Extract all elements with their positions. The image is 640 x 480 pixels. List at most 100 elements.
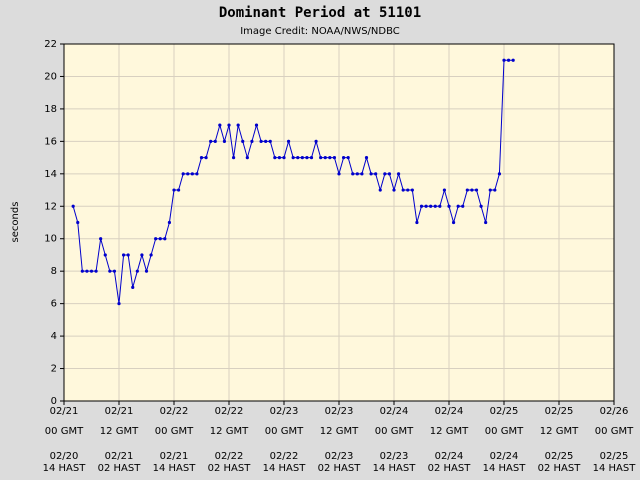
x-tick-label: 00 GMT	[485, 426, 524, 437]
x-tick-label: 12 GMT	[100, 426, 139, 437]
data-point	[89, 269, 94, 273]
x-tick-label: 02/21	[160, 451, 189, 462]
data-point	[355, 172, 359, 176]
y-axis-label: seconds	[10, 202, 21, 243]
y-tick-label: 4	[51, 331, 57, 342]
y-tick-label: 8	[51, 266, 57, 277]
data-point	[351, 172, 355, 176]
data-point	[410, 188, 414, 192]
x-tick-label: 00 GMT	[375, 426, 414, 437]
data-point	[213, 139, 217, 143]
data-point	[323, 155, 327, 160]
data-point	[433, 204, 437, 208]
data-point	[364, 155, 369, 160]
data-point	[236, 123, 240, 127]
x-tick-label: 02/24	[435, 451, 464, 462]
x-tick-label: 12 GMT	[210, 426, 249, 437]
data-point	[131, 285, 135, 290]
y-tick-label: 0	[51, 396, 57, 407]
data-point	[286, 139, 291, 143]
data-point	[392, 188, 396, 192]
data-point	[94, 269, 98, 273]
data-point	[461, 204, 465, 208]
data-point	[227, 123, 231, 127]
data-point	[332, 155, 337, 160]
y-tick-label: 20	[44, 71, 57, 82]
x-tick-label: 14 HAST	[483, 463, 527, 474]
data-point	[497, 172, 502, 176]
y-tick-label: 6	[51, 299, 57, 310]
y-tick-label: 10	[44, 234, 57, 245]
data-point	[314, 139, 318, 143]
x-tick-label: 02 HAST	[318, 463, 362, 474]
data-point	[121, 253, 126, 257]
data-point	[415, 220, 419, 225]
data-point	[470, 188, 474, 192]
data-point	[108, 269, 112, 273]
x-tick-label: 00 GMT	[155, 426, 194, 437]
data-point	[126, 253, 130, 257]
data-point	[474, 188, 479, 192]
data-point	[80, 269, 84, 273]
data-point	[140, 253, 144, 257]
x-tick-label: 02 HAST	[428, 463, 472, 474]
x-tick-label: 02/23	[325, 451, 354, 462]
data-point	[172, 188, 176, 192]
x-tick-label: 02/25	[490, 406, 519, 417]
data-point	[429, 204, 433, 208]
y-tick-label: 16	[44, 136, 57, 147]
data-point	[195, 172, 199, 176]
data-point	[204, 155, 208, 160]
data-point	[250, 139, 254, 143]
data-point	[199, 155, 204, 160]
data-point	[465, 188, 469, 192]
data-point	[383, 172, 387, 176]
x-tick-label: 02/25	[600, 451, 629, 462]
data-point	[209, 139, 213, 143]
data-point	[241, 139, 245, 143]
data-point	[305, 155, 309, 160]
data-point	[451, 220, 456, 225]
x-tick-label: 02/24	[490, 451, 519, 462]
data-point	[154, 237, 158, 241]
data-point	[268, 139, 272, 143]
x-tick-label: 12 GMT	[430, 426, 469, 437]
data-point	[222, 139, 227, 143]
x-tick-label: 02/23	[270, 406, 299, 417]
data-point	[387, 172, 392, 176]
data-point	[117, 302, 121, 306]
x-tick-label: 02/26	[600, 406, 629, 417]
data-point	[506, 58, 511, 62]
data-point	[479, 204, 483, 208]
x-tick-label: 02 HAST	[98, 463, 142, 474]
x-tick-label: 02/22	[215, 406, 244, 417]
x-tick-label: 02/21	[105, 406, 134, 417]
data-point	[442, 188, 447, 192]
data-point	[245, 155, 249, 160]
data-point	[176, 188, 181, 192]
data-point	[328, 155, 332, 160]
data-point	[259, 139, 263, 143]
data-point	[447, 204, 451, 208]
data-point	[424, 204, 428, 208]
data-point	[282, 155, 286, 160]
x-tick-label: 14 HAST	[153, 463, 197, 474]
data-point	[300, 155, 304, 160]
data-point	[396, 172, 401, 176]
data-point	[264, 139, 268, 143]
x-tick-label: 14 HAST	[43, 463, 87, 474]
x-tick-label: 02/24	[435, 406, 464, 417]
x-tick-label: 02/25	[545, 451, 574, 462]
data-point	[341, 155, 346, 160]
y-tick-label: 12	[44, 201, 57, 212]
data-point	[369, 172, 373, 176]
x-tick-label: 12 GMT	[540, 426, 579, 437]
data-point	[254, 123, 259, 127]
data-point	[218, 123, 222, 127]
data-point	[85, 269, 89, 273]
data-point	[186, 172, 190, 176]
y-tick-label: 18	[44, 104, 57, 115]
x-tick-label: 02/25	[545, 406, 574, 417]
data-point	[291, 155, 295, 160]
